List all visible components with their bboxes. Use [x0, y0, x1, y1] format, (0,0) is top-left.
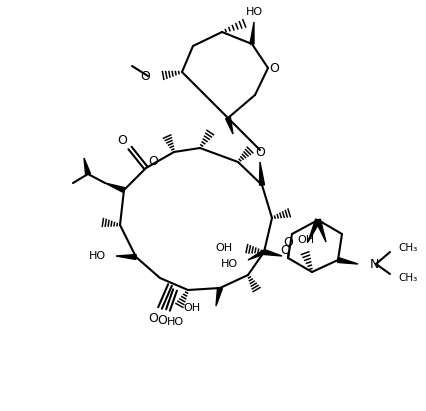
Text: N: N	[370, 258, 380, 270]
Text: OH: OH	[184, 303, 201, 313]
Text: ...: ...	[246, 247, 254, 256]
Text: O: O	[140, 69, 150, 83]
Text: O: O	[280, 243, 290, 256]
Polygon shape	[226, 117, 233, 134]
Text: HO: HO	[245, 7, 262, 17]
Text: HO: HO	[89, 251, 106, 261]
Text: HO: HO	[167, 317, 184, 327]
Polygon shape	[308, 219, 320, 242]
Text: O: O	[283, 236, 293, 249]
Text: CH₃: CH₃	[398, 243, 417, 253]
Polygon shape	[316, 219, 326, 242]
Text: OH: OH	[215, 243, 232, 253]
Polygon shape	[116, 254, 136, 259]
Polygon shape	[248, 250, 265, 260]
Text: O: O	[157, 314, 167, 326]
Text: O: O	[117, 134, 127, 146]
Polygon shape	[263, 249, 282, 256]
Text: O: O	[255, 145, 265, 159]
Text: O: O	[148, 312, 158, 325]
Polygon shape	[259, 162, 265, 185]
Text: CH₃: CH₃	[398, 273, 417, 283]
Polygon shape	[84, 158, 90, 175]
Polygon shape	[105, 183, 125, 192]
Polygon shape	[216, 287, 222, 306]
Text: O: O	[269, 62, 279, 74]
Polygon shape	[337, 258, 358, 264]
Text: HO: HO	[221, 259, 238, 269]
Polygon shape	[250, 22, 254, 44]
Text: OH: OH	[297, 235, 314, 245]
Text: O: O	[148, 155, 158, 169]
